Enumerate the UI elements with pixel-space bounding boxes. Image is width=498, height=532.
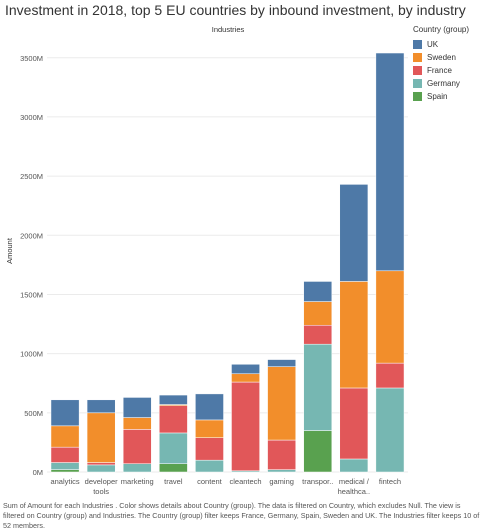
chart-title: Investment in 2018, top 5 EU countries b… xyxy=(5,2,466,18)
bars xyxy=(50,52,405,473)
y-tick-label: 3500M xyxy=(20,54,43,63)
bar-segment xyxy=(195,437,224,461)
y-tick-label: 1000M xyxy=(20,350,43,359)
x-tick-label: cleantech xyxy=(229,477,261,486)
bar-segment xyxy=(50,425,80,448)
bar-segment xyxy=(231,381,260,472)
bar-segment xyxy=(86,399,116,414)
x-tick-label: gaming xyxy=(269,477,294,486)
bar-segment xyxy=(303,430,333,473)
legend-label: France xyxy=(427,66,452,75)
x-tick-label: transpor.. xyxy=(302,477,333,486)
column-header: Industries xyxy=(212,25,245,34)
legend: Country (group) UK Sweden France Germany Spa… xyxy=(413,25,469,103)
bar-segment xyxy=(231,373,260,383)
bar-segment xyxy=(303,343,333,431)
legend-swatch xyxy=(413,79,422,88)
legend-item[interactable]: Sweden xyxy=(413,51,469,64)
bar-segment xyxy=(122,463,152,473)
bar-segment xyxy=(375,270,405,364)
bar-segment xyxy=(303,301,333,326)
legend-item[interactable]: Spain xyxy=(413,90,469,103)
bar-segment xyxy=(339,458,369,473)
x-tick-label: medical / healthca.. xyxy=(338,477,371,496)
bar-segment xyxy=(50,399,80,427)
bar-segment xyxy=(122,397,152,418)
y-axis-label: Amount xyxy=(5,237,14,264)
bar-segment xyxy=(267,469,296,473)
bar-segment xyxy=(159,405,188,434)
y-tick-label: 3000M xyxy=(20,113,43,122)
bar-segment xyxy=(86,462,116,466)
legend-label: Sweden xyxy=(427,53,456,62)
legend-swatch xyxy=(413,92,422,101)
legend-title: Country (group) xyxy=(413,25,470,34)
bar-segment xyxy=(375,362,405,389)
bar-segment xyxy=(339,281,369,389)
y-tick-label: 2500M xyxy=(20,172,43,181)
bar-segment xyxy=(375,387,405,473)
legend-swatch xyxy=(413,66,422,75)
legend-swatch xyxy=(413,53,422,62)
x-tick-label: content xyxy=(197,477,223,486)
bar-segment xyxy=(195,393,224,421)
x-tick-label: travel xyxy=(164,477,183,486)
bar-segment xyxy=(267,359,296,367)
bar-segment xyxy=(303,324,333,345)
legend-label: Germany xyxy=(427,79,460,88)
legend-item[interactable]: France xyxy=(413,64,469,77)
y-tick-label: 2000M xyxy=(20,231,43,240)
bar-segment xyxy=(159,432,188,464)
x-tick-label: marketing xyxy=(121,477,154,486)
bar-segment xyxy=(50,446,80,463)
bar-segment xyxy=(339,184,369,282)
legend-item[interactable]: UK xyxy=(413,38,469,51)
bar-segment xyxy=(159,394,188,405)
bar-segment xyxy=(231,364,260,375)
legend-label: Spain xyxy=(427,92,448,101)
footer-note: Sum of Amount for each Industries . Colo… xyxy=(3,501,480,530)
bar-segment xyxy=(195,419,224,438)
y-tick-label: 1500M xyxy=(20,290,43,299)
bar-segment xyxy=(122,417,152,430)
x-tick-label: analytics xyxy=(50,477,79,486)
y-tick-label: 0M xyxy=(33,468,43,477)
stacked-bar-chart: Industries Amount 0M 500M 1000M 1500M 2000M 2… xyxy=(5,25,408,496)
x-tick-label: developer tools xyxy=(85,477,118,496)
legend-item[interactable]: Germany xyxy=(413,77,469,90)
bar-segment xyxy=(50,469,80,473)
bar-segment xyxy=(375,52,405,272)
bar-segment xyxy=(86,412,116,463)
y-tick-label: 500M xyxy=(24,409,43,418)
bar-segment xyxy=(267,439,296,470)
bar-segment xyxy=(339,387,369,460)
bar-segment xyxy=(267,366,296,441)
legend-swatch xyxy=(413,40,422,49)
bar-segment xyxy=(122,429,152,464)
legend-label: UK xyxy=(427,40,439,49)
y-axis: 0M 500M 1000M 1500M 2000M 2500M 3000M 3500M xyxy=(20,54,43,477)
x-tick-label: fintech xyxy=(379,477,401,486)
bar-segment xyxy=(159,463,188,473)
bar-segment xyxy=(50,462,80,470)
legend-items: UK Sweden France Germany Spain xyxy=(413,38,469,103)
bar-segment xyxy=(195,459,224,473)
bar-segment xyxy=(86,464,116,473)
bar-segment xyxy=(303,281,333,302)
